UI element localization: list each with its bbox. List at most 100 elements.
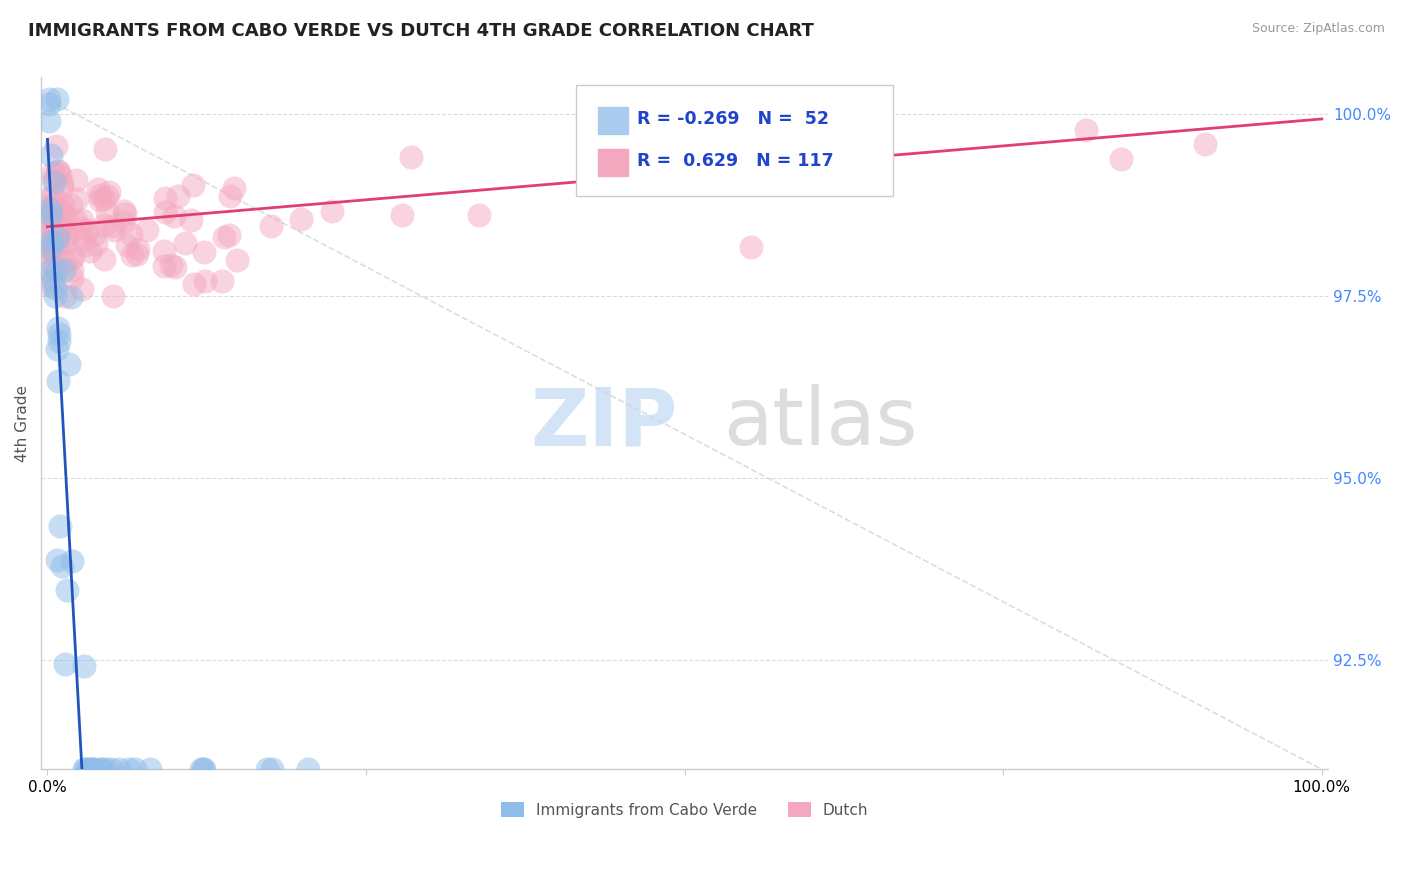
Point xyxy=(42,166,65,180)
Point xyxy=(222,181,245,195)
Point xyxy=(1194,137,1216,152)
Point xyxy=(127,247,149,261)
Point xyxy=(46,231,69,245)
Point xyxy=(55,227,77,241)
Point xyxy=(41,235,63,249)
Point xyxy=(46,374,69,388)
Text: IMMIGRANTS FROM CABO VERDE VS DUTCH 4TH GRADE CORRELATION CHART: IMMIGRANTS FROM CABO VERDE VS DUTCH 4TH … xyxy=(28,22,814,40)
Point xyxy=(80,762,103,776)
Point xyxy=(87,182,110,196)
Point xyxy=(194,274,217,288)
Point xyxy=(44,247,66,261)
Point xyxy=(60,271,83,285)
Point xyxy=(160,258,183,272)
Point xyxy=(163,209,186,223)
Point xyxy=(191,762,214,776)
Point xyxy=(70,282,93,296)
Point xyxy=(41,208,63,222)
Point xyxy=(45,233,67,247)
Point xyxy=(83,227,105,242)
Point xyxy=(45,262,67,277)
Point xyxy=(42,172,65,186)
Point xyxy=(101,289,124,303)
Point xyxy=(391,208,413,222)
Point xyxy=(41,200,63,214)
Point xyxy=(51,180,73,194)
Point xyxy=(51,225,73,239)
Point xyxy=(46,235,69,249)
Point xyxy=(96,205,118,219)
Point xyxy=(467,208,489,222)
Point xyxy=(38,92,60,106)
Point xyxy=(53,254,76,268)
Point xyxy=(39,208,62,222)
Point xyxy=(94,142,117,156)
Point xyxy=(93,192,115,206)
Point xyxy=(38,263,60,277)
Point xyxy=(89,193,111,207)
Point xyxy=(153,259,176,273)
Point xyxy=(98,186,121,200)
Point xyxy=(42,241,65,255)
Point xyxy=(38,202,60,217)
Point xyxy=(38,241,60,255)
Point xyxy=(41,213,63,227)
Text: R =  0.629   N = 117: R = 0.629 N = 117 xyxy=(637,152,834,169)
Point xyxy=(124,762,146,776)
Point xyxy=(260,762,283,776)
Point xyxy=(218,228,240,243)
Point xyxy=(42,188,65,202)
Point xyxy=(77,762,100,776)
Point xyxy=(135,223,157,237)
Point xyxy=(39,148,62,162)
Point xyxy=(1109,152,1132,166)
Point xyxy=(165,260,187,274)
Point xyxy=(46,553,69,567)
Point xyxy=(260,219,283,234)
Point xyxy=(48,334,70,348)
Point xyxy=(82,762,104,776)
Point xyxy=(38,244,60,259)
Point xyxy=(167,189,190,203)
Point xyxy=(321,204,343,219)
Point xyxy=(73,658,96,673)
Text: atlas: atlas xyxy=(723,384,918,462)
Point xyxy=(90,762,112,776)
Point xyxy=(41,274,63,288)
Point xyxy=(211,274,233,288)
Point xyxy=(44,175,66,189)
Point xyxy=(79,244,101,259)
Point xyxy=(66,192,89,206)
Point xyxy=(256,762,278,776)
Point xyxy=(1074,123,1097,137)
Point xyxy=(48,168,70,182)
Point xyxy=(44,235,66,249)
Point xyxy=(96,189,118,203)
Point xyxy=(155,191,177,205)
Point xyxy=(112,215,135,229)
Point xyxy=(82,762,104,776)
Point xyxy=(51,558,73,573)
Point xyxy=(38,277,60,292)
Point xyxy=(77,762,100,776)
Point xyxy=(41,220,63,235)
Point xyxy=(90,762,112,776)
Point xyxy=(39,257,62,271)
Point xyxy=(42,201,65,215)
Point xyxy=(45,209,67,223)
Point xyxy=(53,209,76,223)
Point xyxy=(45,138,67,153)
Legend: Immigrants from Cabo Verde, Dutch: Immigrants from Cabo Verde, Dutch xyxy=(495,796,875,824)
Point xyxy=(41,221,63,235)
Point xyxy=(190,762,212,776)
Point xyxy=(114,207,136,221)
Point xyxy=(620,133,643,147)
Point xyxy=(740,240,762,254)
Point xyxy=(38,230,60,244)
Point xyxy=(48,326,70,341)
Point xyxy=(44,289,66,303)
Point xyxy=(38,227,60,241)
Point xyxy=(72,213,94,227)
Point xyxy=(56,235,79,249)
Point xyxy=(214,229,236,244)
